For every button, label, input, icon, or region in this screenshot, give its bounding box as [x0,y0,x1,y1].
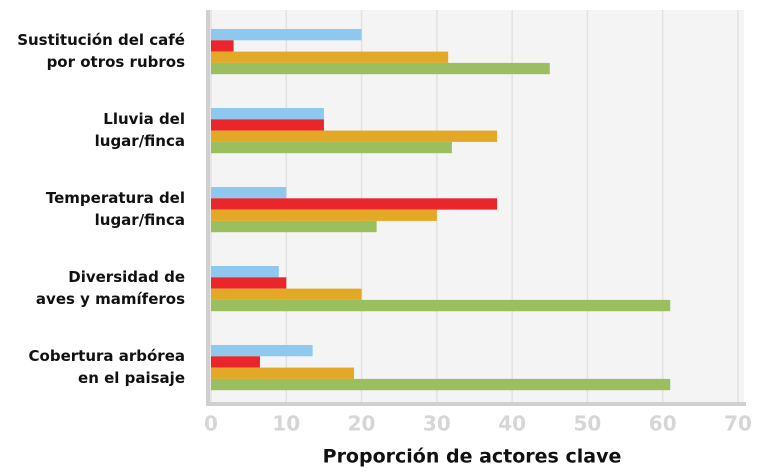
bar [211,266,279,278]
x-tick-label: 60 [649,412,677,436]
x-axis-label: Proporción de actores clave [323,446,622,468]
bar [211,356,260,368]
bar [211,187,287,199]
bar [211,367,355,379]
bar [211,345,313,357]
bar [211,40,234,52]
bar [211,198,498,210]
y-tick-label: lugar/finca [95,132,185,150]
bar [211,29,362,41]
bar [211,378,671,391]
x-tick-label: 40 [498,412,526,436]
bar [211,51,449,63]
x-tick-label: 50 [574,412,602,436]
bar [211,288,362,300]
y-tick-label: lugar/finca [95,211,185,229]
y-tick-label: en el paisaje [78,369,185,387]
y-tick-label: Temperatura del [46,189,185,207]
x-tick-label: 20 [348,412,376,436]
bar [211,299,671,312]
y-tick-label: Diversidad de [68,268,185,286]
y-tick-label: Cobertura arbórea [29,347,185,365]
bar [211,130,498,142]
x-tick-label: 0 [204,412,218,436]
y-tick-label: por otros rubros [47,53,186,71]
y-tick-label: Sustitución del café [17,31,185,49]
x-tick-label: 70 [724,412,752,436]
bar [211,119,324,131]
bar [211,277,287,289]
x-tick-label: 30 [423,412,451,436]
bar [211,220,377,233]
y-tick-label: aves y mamíferos [36,290,185,308]
bar [211,62,550,75]
bar [211,209,437,221]
y-tick-label: Lluvia del [103,110,185,128]
bar [211,108,324,120]
x-tick-label: 10 [272,412,300,436]
bar [211,141,452,154]
